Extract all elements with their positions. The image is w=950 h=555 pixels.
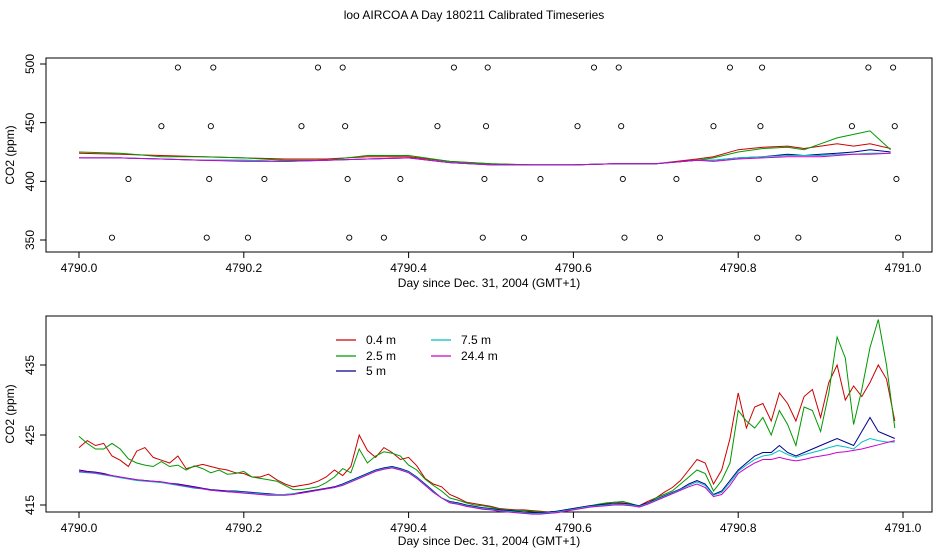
- scatter-point: [621, 234, 628, 241]
- scatter-point: [158, 123, 165, 130]
- scatter-point: [615, 64, 622, 71]
- x-tick-label: 4790.6: [555, 261, 592, 275]
- y-tick-label: 350: [23, 230, 37, 250]
- y-tick-label: 415: [23, 495, 37, 515]
- scatter-point: [298, 123, 305, 130]
- top-x-ticks: 4790.0 4790.2 4790.4 4790.6 4790.8 4791.0: [61, 252, 922, 275]
- legend-label: 7.5 m: [461, 333, 491, 347]
- scatter-point: [891, 123, 898, 130]
- y-tick-label: 450: [23, 112, 37, 132]
- top-scatter-points: [108, 64, 902, 241]
- x-tick-label: 4790.8: [720, 261, 757, 275]
- x-tick-label: 4790.2: [225, 261, 262, 275]
- series-line-4: [79, 152, 891, 166]
- figure-title: loo AIRCOA A Day 180211 Calibrated Times…: [344, 8, 605, 22]
- scatter-point: [174, 64, 181, 71]
- scatter-point: [848, 123, 855, 130]
- legend-label: 0.4 m: [366, 333, 396, 347]
- legend-label: 5 m: [366, 364, 386, 378]
- scatter-point: [618, 123, 625, 130]
- bottom-panel: Day since Dec. 31, 2004 (GMT+1) CO2 (ppm…: [3, 315, 933, 548]
- scatter-point: [890, 64, 897, 71]
- y-tick-label: 400: [23, 171, 37, 191]
- scatter-point: [450, 64, 457, 71]
- x-tick-label: 4790.0: [61, 261, 98, 275]
- legend-label: 24.4 m: [461, 349, 498, 363]
- x-tick-label: 4790.4: [390, 261, 427, 275]
- scatter-point: [710, 123, 717, 130]
- x-tick-label: 4790.2: [225, 521, 262, 535]
- scatter-point: [754, 234, 761, 241]
- scatter-point: [537, 175, 544, 183]
- top-xlabel: Day since Dec. 31, 2004 (GMT+1): [398, 276, 580, 290]
- scatter-point: [574, 123, 581, 130]
- scatter-point: [673, 175, 680, 183]
- bottom-series-lines: [78, 319, 896, 515]
- scatter-point: [344, 175, 351, 183]
- x-tick-label: 4791.0: [885, 521, 922, 535]
- series-line-0: [78, 363, 896, 513]
- x-tick-label: 4790.4: [390, 521, 427, 535]
- scatter-point: [759, 64, 766, 71]
- top-panel: Day since Dec. 31, 2004 (GMT+1) CO2 (ppm…: [3, 54, 933, 290]
- scatter-point: [590, 64, 598, 71]
- scatter-point: [342, 123, 349, 130]
- scatter-point: [893, 175, 900, 183]
- scatter-point: [207, 123, 214, 130]
- bottom-xlabel: Day since Dec. 31, 2004 (GMT+1): [398, 534, 580, 548]
- series-line-4: [78, 440, 895, 515]
- scatter-point: [619, 175, 626, 183]
- scatter-point: [339, 64, 346, 71]
- scatter-point: [203, 234, 210, 241]
- scatter-point: [206, 175, 213, 183]
- scatter-point: [520, 234, 528, 241]
- y-tick-label: 435: [23, 355, 37, 375]
- top-series-lines: [78, 130, 891, 166]
- scatter-point: [346, 234, 353, 241]
- legend: 0.4 m 2.5 m5 m 7.5 m 24.4 m: [336, 333, 498, 378]
- scatter-point: [210, 64, 217, 71]
- scatter-point: [244, 234, 251, 241]
- scatter-point: [757, 123, 764, 130]
- scatter-point: [483, 123, 490, 130]
- y-tick-label: 500: [23, 54, 37, 74]
- scatter-point: [656, 234, 663, 241]
- scatter-point: [380, 234, 387, 241]
- scatter-point: [108, 234, 116, 241]
- bottom-y-ticks: 415 425 435: [23, 355, 46, 515]
- top-y-ticks: 350 400 450 500: [23, 54, 46, 250]
- scatter-point: [434, 123, 441, 130]
- scatter-point: [895, 234, 902, 241]
- top-ylabel: CO2 (ppm): [3, 125, 17, 184]
- series-line-0: [78, 143, 891, 166]
- scatter-point: [484, 64, 491, 71]
- x-tick-label: 4790.6: [555, 521, 592, 535]
- bottom-panel-frame: [45, 315, 933, 513]
- y-tick-label: 425: [23, 425, 37, 445]
- series-line-1: [78, 319, 896, 513]
- scatter-point: [865, 64, 872, 71]
- scatter-point: [481, 175, 488, 183]
- scatter-point: [726, 64, 734, 71]
- x-tick-label: 4790.0: [61, 521, 98, 535]
- scatter-point: [314, 64, 322, 71]
- bottom-x-ticks: 4790.0 4790.2 4790.4 4790.6 4790.8 4791.0: [61, 512, 922, 535]
- scatter-point: [261, 175, 268, 183]
- series-line-3: [78, 437, 895, 514]
- scatter-point: [479, 234, 486, 241]
- scatter-point: [125, 175, 132, 183]
- legend-label: 2.5 m: [366, 349, 396, 363]
- x-tick-label: 4791.0: [885, 261, 922, 275]
- top-panel-frame: [45, 57, 933, 253]
- scatter-point: [795, 234, 802, 241]
- scatter-point: [397, 175, 404, 183]
- scatter-point: [755, 175, 762, 183]
- bottom-ylabel: CO2 (ppm): [3, 384, 17, 443]
- x-tick-label: 4790.8: [720, 521, 757, 535]
- scatter-point: [811, 175, 818, 183]
- series-line-2: [78, 416, 895, 514]
